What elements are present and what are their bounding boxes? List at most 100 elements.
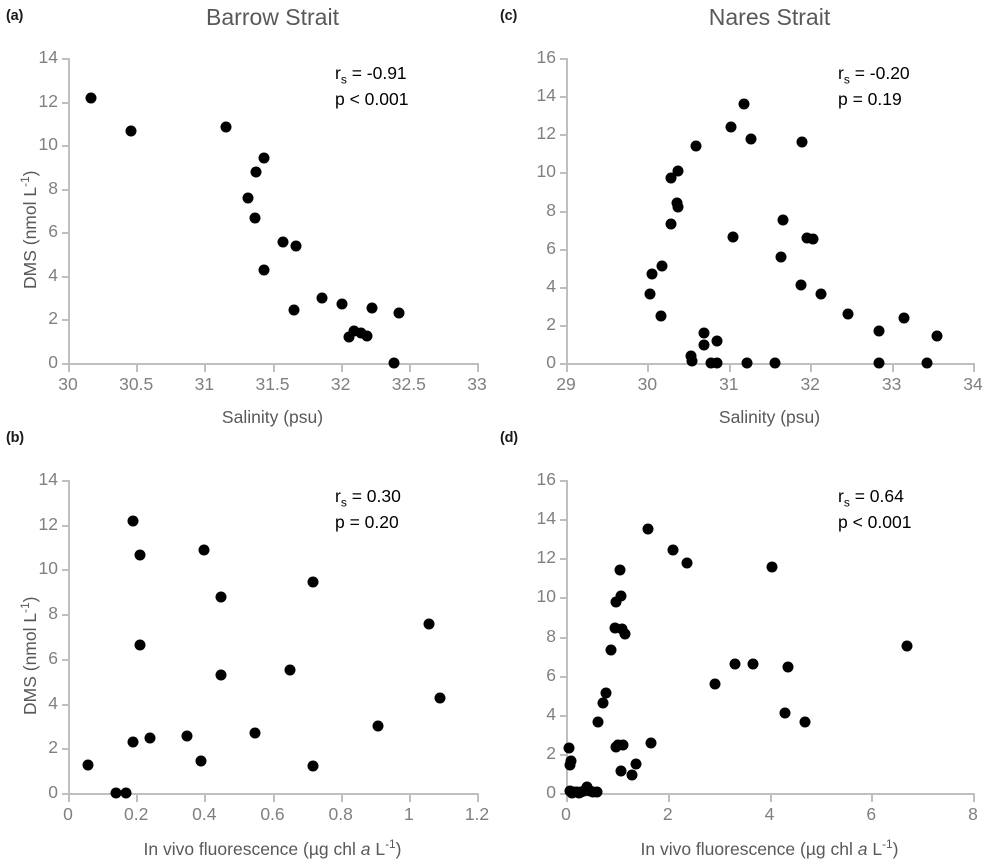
data-point bbox=[725, 121, 737, 133]
data-point bbox=[250, 166, 262, 178]
panel-d-y-tick bbox=[560, 754, 566, 756]
data-point bbox=[672, 165, 684, 177]
data-point bbox=[215, 591, 227, 603]
data-point bbox=[563, 742, 575, 754]
panel-d-y-tick-label: 14 bbox=[536, 508, 556, 529]
panel-c-label: (c) bbox=[500, 8, 518, 24]
panel-b-x-tick-label: 1.2 bbox=[464, 804, 490, 824]
panel-b-y-tick-label: 10 bbox=[38, 558, 58, 579]
panel-a-x-tick bbox=[204, 365, 206, 372]
panel-c-x-axis-title: Salinity (psu) bbox=[718, 407, 821, 427]
panel-b-y-tick bbox=[62, 614, 68, 616]
panel-d-y-tick bbox=[560, 597, 566, 599]
data-point bbox=[127, 515, 139, 527]
panel-d-y-axis-line bbox=[566, 480, 568, 794]
panel-d-label: (d) bbox=[500, 430, 518, 446]
data-point bbox=[600, 687, 612, 699]
data-point bbox=[655, 310, 667, 322]
panel-b-x-tick bbox=[68, 795, 70, 802]
panel-c-x-tick bbox=[566, 365, 568, 372]
panel-c-y-tick-label: 14 bbox=[536, 85, 556, 106]
panel-b-y-tick bbox=[62, 525, 68, 527]
panel-d-x-axis-line bbox=[566, 793, 975, 795]
panel-c-y-tick bbox=[560, 249, 566, 251]
panel-d-x-tick-label: 2 bbox=[662, 804, 673, 824]
data-point bbox=[769, 357, 781, 369]
panel-d-y-tick-label: 4 bbox=[546, 703, 556, 724]
data-point bbox=[617, 739, 629, 751]
data-point bbox=[82, 759, 94, 771]
panel-a-y-tick bbox=[62, 363, 68, 365]
data-point bbox=[807, 233, 819, 245]
panel-d-y-tick bbox=[560, 480, 566, 482]
data-point bbox=[642, 523, 654, 534]
panel-b-y-tick-label: 12 bbox=[38, 513, 58, 534]
data-point bbox=[873, 325, 885, 337]
panel-a-y-tick-label: 8 bbox=[48, 177, 58, 198]
data-point bbox=[729, 658, 741, 670]
panel-d-x-axis-title: In vivo fluorescence (µg chl a L-1) bbox=[640, 837, 899, 859]
panel-a-y-tick bbox=[62, 145, 68, 147]
panel-b-y-axis-line bbox=[68, 480, 70, 794]
panel-b-x-tick-label: 0 bbox=[63, 804, 73, 824]
data-point bbox=[144, 732, 156, 744]
panel-b-x-axis-title: In vivo fluorescence (µg chl a L-1) bbox=[143, 837, 402, 859]
data-point bbox=[665, 218, 677, 230]
panel-d-y-tick-label: 16 bbox=[536, 469, 556, 489]
data-point bbox=[605, 644, 617, 656]
panel-b-x-tick bbox=[409, 795, 411, 802]
panel-c-x-tick-label: 32 bbox=[800, 374, 820, 394]
data-point bbox=[782, 661, 794, 673]
panel-a-x-tick-label: 33 bbox=[467, 374, 487, 394]
panel-b-x-tick-label: 0.6 bbox=[260, 804, 285, 824]
data-point bbox=[258, 264, 270, 276]
panel-d-y-tick-label: 10 bbox=[536, 586, 556, 607]
panel-b-x-axis-line bbox=[68, 793, 479, 795]
data-point bbox=[766, 561, 778, 573]
data-point bbox=[801, 232, 813, 244]
data-point bbox=[366, 302, 378, 314]
panel-d-x-tick-label: 6 bbox=[866, 804, 877, 824]
data-point bbox=[709, 678, 721, 690]
data-point bbox=[646, 268, 658, 280]
panel-d-y-tick bbox=[560, 676, 566, 678]
panel-a-p-value: p < 0.001 bbox=[335, 89, 409, 110]
panel-a-y-tick-label: 0 bbox=[48, 352, 58, 372]
panel-b-rs-value: rs = 0.30 bbox=[335, 486, 401, 510]
data-point bbox=[215, 669, 227, 680]
panel-b-y-tick-label: 8 bbox=[48, 603, 58, 624]
panel-b-y-tick-label: 6 bbox=[48, 647, 58, 668]
data-point bbox=[277, 236, 289, 248]
data-point bbox=[258, 152, 270, 164]
panel-b-x-tick bbox=[273, 795, 275, 802]
panel-a-x-tick bbox=[136, 365, 138, 372]
panel-c-x-tick bbox=[647, 365, 649, 372]
panel-a-y-axis-line bbox=[68, 58, 70, 364]
data-point bbox=[610, 596, 622, 608]
panel-a-stat-annotation: rs = -0.91 p < 0.001 bbox=[335, 62, 408, 111]
data-point bbox=[597, 697, 609, 709]
panel-c-points-layer bbox=[566, 58, 973, 369]
data-point bbox=[615, 765, 627, 776]
data-point bbox=[747, 658, 759, 670]
panel-a-y-tick bbox=[62, 102, 68, 104]
panel-d-x-tick bbox=[973, 795, 975, 802]
data-point bbox=[738, 98, 750, 110]
panel-d-y-tick bbox=[560, 793, 566, 795]
panel-a-x-axis-title: Salinity (psu) bbox=[221, 407, 324, 427]
panel-c-y-tick bbox=[560, 325, 566, 327]
panel-c-x-tick-label: 29 bbox=[556, 374, 576, 394]
data-point bbox=[573, 787, 585, 799]
panel-d-y-tick bbox=[560, 637, 566, 639]
data-point bbox=[619, 628, 631, 640]
data-point bbox=[690, 140, 702, 152]
panel-d-x-tick bbox=[566, 795, 568, 802]
data-point bbox=[921, 357, 933, 369]
data-point bbox=[842, 308, 854, 320]
panel-a-y-tick bbox=[62, 276, 68, 278]
panel-d-y-tick-label: 8 bbox=[546, 625, 556, 646]
data-point bbox=[775, 251, 787, 263]
data-point bbox=[711, 357, 723, 369]
data-point bbox=[779, 707, 791, 719]
